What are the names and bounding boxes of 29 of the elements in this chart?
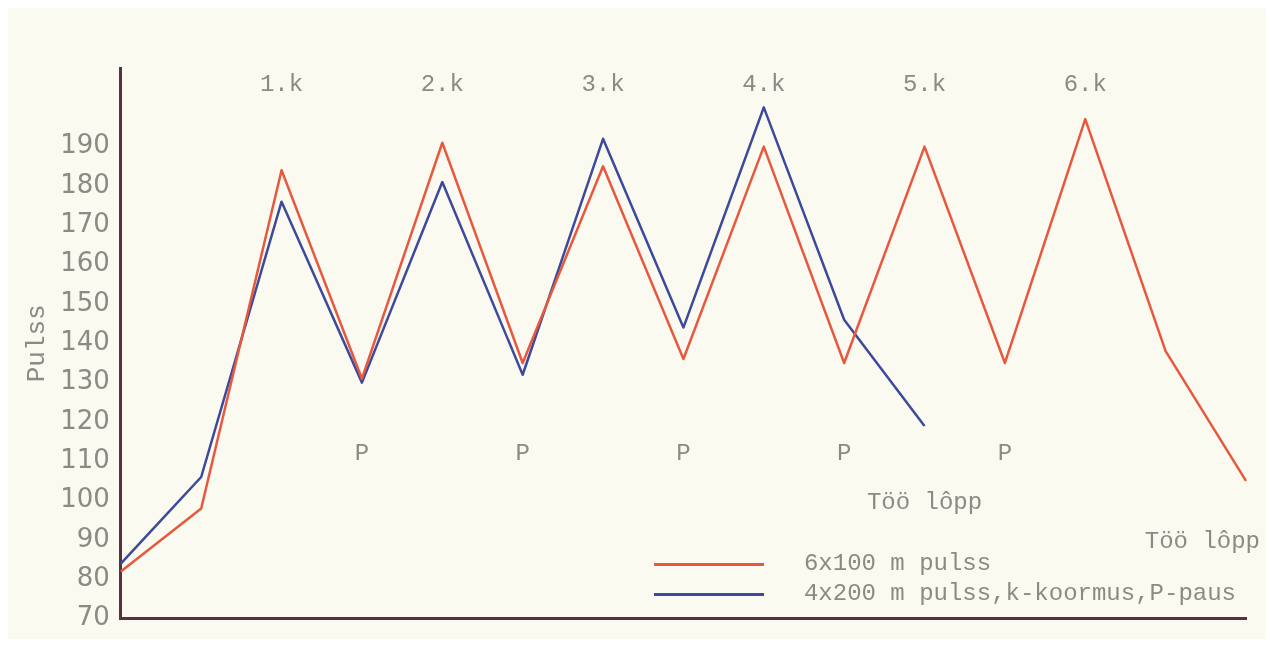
y-tick-label: 110 (60, 444, 110, 475)
y-tick-label: 80 (76, 562, 110, 593)
y-tick-label: 150 (60, 286, 110, 317)
annotation: 3.k (581, 70, 625, 98)
annotation: 1.k (259, 70, 304, 98)
y-tick-label: 160 (60, 247, 110, 278)
y-tick-label: 140 (60, 326, 110, 357)
y-tick-label: 170 (60, 208, 110, 239)
annotation: 2.k (420, 70, 464, 98)
annotation: P (354, 439, 370, 467)
annotation: P (997, 439, 1013, 467)
y-tick-label: 130 (60, 365, 110, 396)
y-tick-label: 180 (60, 168, 110, 199)
annotation: 6.k (1063, 70, 1107, 98)
legend-label: 4x200 m pulss,k-koormus,P-paus (803, 579, 1236, 609)
annotation: P (515, 439, 530, 467)
legend-label: 6x100 m pulss (803, 549, 992, 579)
annotation: 4.k (742, 70, 786, 98)
annotation: 5.k (902, 70, 947, 98)
y-axis-title: Pulss (22, 304, 53, 383)
y-tick-label: 70 (76, 601, 110, 632)
y-tick-label: 100 (60, 483, 110, 514)
y-tick-label: 90 (76, 522, 110, 553)
annotation: P (836, 439, 852, 467)
annotation: Töö lôpp (866, 489, 983, 517)
y-tick-label: 120 (60, 404, 110, 435)
annotation: Töö lôpp (1144, 527, 1260, 555)
annotation: P (676, 439, 691, 467)
y-tick-label: 190 (60, 129, 110, 160)
